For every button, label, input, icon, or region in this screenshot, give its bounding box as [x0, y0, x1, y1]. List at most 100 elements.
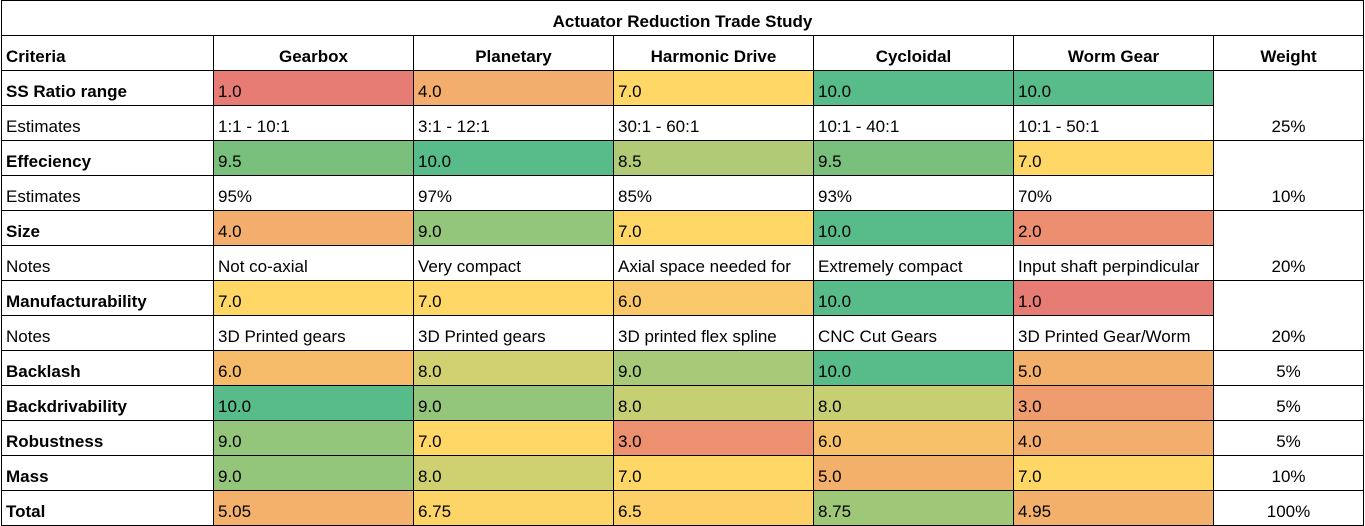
- score-cell[interactable]: 10.0: [813, 70, 1014, 106]
- detail-cell[interactable]: 1:1 - 10:1: [213, 105, 414, 141]
- header-cycloidal[interactable]: Cycloidal: [813, 35, 1014, 71]
- detail-cell[interactable]: Very compact: [413, 245, 614, 281]
- criteria-row: Size 4.0 9.0 7.0 10.0 2.0 20%: [1, 210, 1365, 281]
- score-cell[interactable]: 7.0: [613, 455, 814, 491]
- score-cell[interactable]: 9.0: [213, 420, 414, 456]
- detail-cell[interactable]: 3D printed flex spline: [613, 315, 814, 351]
- detail-cell[interactable]: 3D Printed gears: [413, 315, 614, 351]
- table-title[interactable]: Actuator Reduction Trade Study: [0, 0, 1365, 36]
- score-cell[interactable]: 8.5: [613, 140, 814, 176]
- score-cell[interactable]: 6.0: [213, 350, 414, 386]
- header-criteria[interactable]: Criteria: [1, 35, 214, 71]
- score-cell[interactable]: 3.0: [1013, 385, 1214, 421]
- detail-cell[interactable]: 3D Printed Gear/Worm: [1013, 315, 1214, 351]
- score-cell[interactable]: 7.0: [1013, 140, 1214, 176]
- score-cell[interactable]: 5.05: [213, 490, 414, 526]
- header-gearbox[interactable]: Gearbox: [213, 35, 414, 71]
- weight-cell[interactable]: 5%: [1212, 420, 1365, 456]
- weight-cell[interactable]: 20%: [1212, 280, 1365, 351]
- weight-cell[interactable]: 5%: [1212, 350, 1365, 386]
- detail-label[interactable]: Notes: [1, 315, 214, 351]
- score-cell[interactable]: 10.0: [213, 385, 414, 421]
- score-cell[interactable]: 4.0: [213, 210, 414, 246]
- detail-cell[interactable]: CNC Cut Gears: [813, 315, 1014, 351]
- score-cell[interactable]: 9.0: [413, 385, 614, 421]
- score-cell[interactable]: 4.0: [1013, 420, 1214, 456]
- score-cell[interactable]: 7.0: [1013, 455, 1214, 491]
- score-cell[interactable]: 10.0: [1013, 70, 1214, 106]
- score-cell[interactable]: 7.0: [413, 420, 614, 456]
- score-cell[interactable]: 10.0: [813, 280, 1014, 316]
- detail-cell[interactable]: 70%: [1013, 175, 1214, 211]
- criteria-label[interactable]: SS Ratio range: [1, 70, 214, 106]
- criteria-label[interactable]: Size: [1, 210, 214, 246]
- criteria-row: Backdrivability 10.0 9.0 8.0 8.0 3.0 5%: [1, 385, 1365, 421]
- criteria-row: SS Ratio range 1.0 4.0 7.0 10.0 10.0 25%: [1, 70, 1365, 141]
- header-weight[interactable]: Weight: [1212, 35, 1365, 71]
- score-cell[interactable]: 8.0: [413, 455, 614, 491]
- score-cell[interactable]: 6.0: [813, 420, 1014, 456]
- score-cell[interactable]: 6.0: [613, 280, 814, 316]
- header-harmonic-drive[interactable]: Harmonic Drive: [613, 35, 814, 71]
- detail-label[interactable]: Estimates: [1, 175, 214, 211]
- criteria-label[interactable]: Effeciency: [1, 140, 214, 176]
- header-worm-gear[interactable]: Worm Gear: [1013, 35, 1214, 71]
- weight-cell[interactable]: 10%: [1212, 455, 1365, 491]
- detail-cell[interactable]: 95%: [213, 175, 414, 211]
- score-cell[interactable]: 4.0: [413, 70, 614, 106]
- score-cell[interactable]: 9.0: [213, 455, 414, 491]
- score-cell[interactable]: 8.0: [813, 385, 1014, 421]
- score-cell[interactable]: 1.0: [213, 70, 414, 106]
- criteria-row: Effeciency 9.5 10.0 8.5 9.5 7.0 10%: [1, 140, 1365, 211]
- detail-cell[interactable]: 85%: [613, 175, 814, 211]
- score-cell[interactable]: 10.0: [413, 140, 614, 176]
- score-cell[interactable]: 8.0: [413, 350, 614, 386]
- score-cell[interactable]: 8.75: [813, 490, 1014, 526]
- detail-cell[interactable]: 97%: [413, 175, 614, 211]
- score-cell[interactable]: 7.0: [613, 70, 814, 106]
- detail-cell[interactable]: Extremely compact: [813, 245, 1014, 281]
- score-cell[interactable]: 8.0: [613, 385, 814, 421]
- weight-cell[interactable]: 10%: [1212, 140, 1365, 211]
- detail-label[interactable]: Notes: [1, 245, 214, 281]
- score-cell[interactable]: 5.0: [813, 455, 1014, 491]
- score-cell[interactable]: 7.0: [213, 280, 414, 316]
- detail-cell[interactable]: 10:1 - 50:1: [1013, 105, 1214, 141]
- score-cell[interactable]: 10.0: [813, 210, 1014, 246]
- detail-cell[interactable]: Input shaft perpindicular: [1013, 245, 1214, 281]
- detail-cell[interactable]: Axial space needed for: [613, 245, 814, 281]
- criteria-label[interactable]: Mass: [1, 455, 214, 491]
- score-cell[interactable]: 7.0: [613, 210, 814, 246]
- weight-cell[interactable]: 25%: [1212, 70, 1365, 141]
- score-cell[interactable]: 9.5: [813, 140, 1014, 176]
- score-cell[interactable]: 2.0: [1013, 210, 1214, 246]
- score-cell[interactable]: 4.95: [1013, 490, 1214, 526]
- criteria-label[interactable]: Manufacturability: [1, 280, 214, 316]
- detail-cell[interactable]: 93%: [813, 175, 1014, 211]
- criteria-label[interactable]: Backdrivability: [1, 385, 214, 421]
- score-cell[interactable]: 9.0: [413, 210, 614, 246]
- criteria-label[interactable]: Total: [1, 490, 214, 526]
- score-cell[interactable]: 5.0: [1013, 350, 1214, 386]
- score-cell[interactable]: 10.0: [813, 350, 1014, 386]
- detail-cell[interactable]: Not co-axial: [213, 245, 414, 281]
- detail-cell[interactable]: 3:1 - 12:1: [413, 105, 614, 141]
- detail-cell[interactable]: 30:1 - 60:1: [613, 105, 814, 141]
- score-cell[interactable]: 9.5: [213, 140, 414, 176]
- weight-cell[interactable]: 20%: [1212, 210, 1365, 281]
- detail-cell[interactable]: 3D Printed gears: [213, 315, 414, 351]
- weight-cell[interactable]: 100%: [1212, 490, 1365, 526]
- detail-label[interactable]: Estimates: [1, 105, 214, 141]
- score-cell[interactable]: 6.5: [613, 490, 814, 526]
- score-cell[interactable]: 1.0: [1013, 280, 1214, 316]
- criteria-label[interactable]: Backlash: [1, 350, 214, 386]
- score-cell[interactable]: 9.0: [613, 350, 814, 386]
- weight-cell[interactable]: 5%: [1212, 385, 1365, 421]
- detail-cell[interactable]: 10:1 - 40:1: [813, 105, 1014, 141]
- score-cell[interactable]: 6.75: [413, 490, 614, 526]
- header-planetary[interactable]: Planetary: [413, 35, 614, 71]
- score-cell[interactable]: 7.0: [413, 280, 614, 316]
- criteria-label[interactable]: Robustness: [1, 420, 214, 456]
- score-cell[interactable]: 3.0: [613, 420, 814, 456]
